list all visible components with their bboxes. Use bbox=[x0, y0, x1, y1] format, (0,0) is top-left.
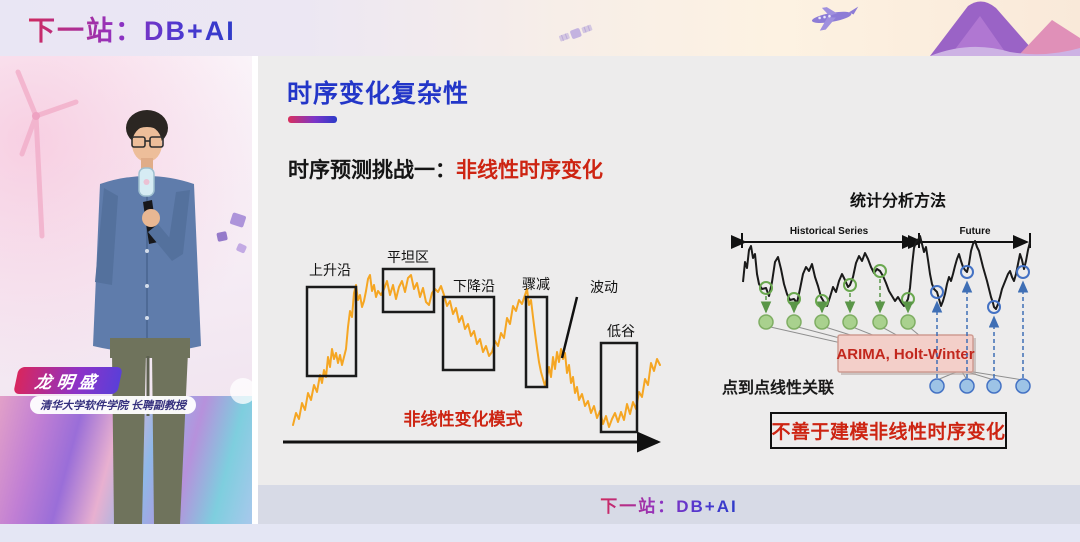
green-filled-point bbox=[872, 314, 888, 330]
speaker-video-panel: 龙明盛 清华大学软件学院 长聘副教授 bbox=[0, 56, 252, 524]
speaker-name: 龙明盛 bbox=[33, 373, 103, 392]
wind-turbine-icon bbox=[15, 69, 79, 239]
annotation-label: 平坦区 bbox=[387, 249, 429, 265]
annotation-label: 上升沿 bbox=[309, 262, 351, 278]
speaker-title: 清华大学软件学院 长聘副教授 bbox=[40, 400, 187, 412]
annotation-label: 下降沿 bbox=[453, 278, 495, 294]
blue-filled-point bbox=[959, 378, 975, 394]
slide-title: 时序变化复杂性 bbox=[287, 80, 470, 108]
conclusion-text: 不善于建模非线性时序变化 bbox=[771, 422, 1006, 443]
challenge-heading: 时序预测挑战一：非线性时序变化 bbox=[288, 154, 603, 184]
event-logo: 下一站：DB+AI bbox=[28, 9, 236, 48]
annotation-pointer bbox=[560, 296, 579, 359]
green-filled-point bbox=[814, 314, 830, 330]
mountain-decoration bbox=[930, 1, 1080, 56]
green-filled-point bbox=[842, 314, 858, 330]
green-open-point bbox=[843, 278, 857, 292]
green-filled-point bbox=[786, 314, 802, 330]
presentation-slide: 时序变化复杂性 时序预测挑战一：非线性时序变化 上升沿 平坦区 下降沿 骤减 波动 低谷非… bbox=[258, 56, 1080, 485]
blue-open-point bbox=[960, 265, 974, 279]
green-open-point bbox=[759, 281, 773, 295]
annotation-label: 骤减 bbox=[522, 276, 550, 292]
event-logo-zh: 下一站： bbox=[28, 16, 144, 46]
satellite-icon bbox=[558, 24, 593, 42]
airplane-icon bbox=[811, 6, 859, 31]
green-open-point bbox=[873, 264, 887, 278]
challenge-prefix: 时序预测挑战一： bbox=[288, 159, 456, 182]
annotation-label: 低谷 bbox=[607, 323, 635, 339]
bottom-strip bbox=[0, 524, 1080, 542]
model-box-label: ARIMA, Holt-Winter bbox=[836, 346, 974, 363]
green-filled-point bbox=[758, 314, 774, 330]
speaker-figure bbox=[93, 110, 201, 524]
annotation-box bbox=[441, 295, 496, 372]
glasses-icon bbox=[131, 136, 164, 148]
historical-label: Historical Series bbox=[790, 226, 869, 237]
challenge-highlight: 非线性时序变化 bbox=[456, 159, 603, 182]
future-label: Future bbox=[959, 226, 991, 237]
speaker-title-badge: 清华大学软件学院 长聘副教授 bbox=[30, 396, 197, 414]
annotation-box bbox=[599, 341, 639, 434]
blue-filled-point bbox=[929, 378, 945, 394]
header-banner: 下一站：DB+AI bbox=[0, 0, 1080, 56]
model-box bbox=[837, 334, 974, 373]
blue-filled-point bbox=[1015, 378, 1031, 394]
footer-logo: 下一站：DB+AI bbox=[600, 492, 737, 517]
slide-title-underline bbox=[288, 116, 337, 123]
green-filled-point bbox=[900, 314, 916, 330]
footer-banner: 下一站：DB+AI bbox=[258, 485, 1080, 524]
blue-open-point bbox=[1016, 265, 1030, 279]
annotation-box bbox=[524, 295, 549, 389]
footer-logo-zh: 下一站： bbox=[600, 497, 677, 516]
satellite-cubes-icon bbox=[216, 212, 252, 404]
blue-open-point bbox=[987, 300, 1001, 314]
diagram-title: 统计分析方法 bbox=[850, 191, 946, 210]
event-logo-en: DB+AI bbox=[144, 16, 236, 46]
chart-caption: 非线性变化模式 bbox=[404, 409, 523, 429]
annotation-box bbox=[305, 285, 358, 378]
statistical-method-diagram: 统计分析方法 Historical Series Future ARIMA, Holt… bbox=[722, 191, 1031, 397]
annotation-box bbox=[381, 267, 436, 314]
footer-logo-en: DB+AI bbox=[676, 497, 738, 516]
conclusion-box: 不善于建模非线性时序变化 bbox=[770, 412, 1007, 449]
blue-open-point bbox=[930, 285, 944, 299]
speaker-name-badge: 龙明盛 bbox=[13, 367, 123, 394]
annotation-label: 波动 bbox=[590, 279, 618, 295]
blue-filled-point bbox=[986, 378, 1002, 394]
series-line bbox=[292, 274, 661, 428]
diagram-note: 点到点线性关联 bbox=[722, 378, 834, 397]
